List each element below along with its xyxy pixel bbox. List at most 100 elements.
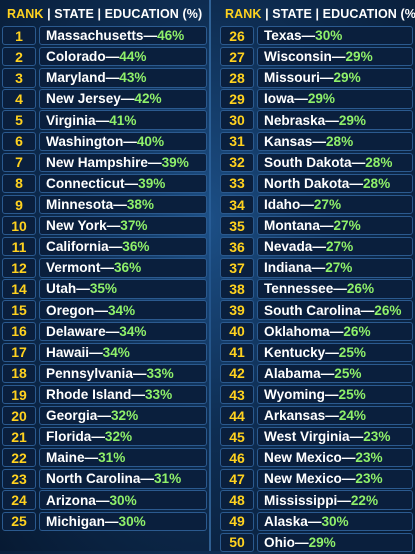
table-row: 6 Washington — 40% (2, 131, 207, 151)
state-name: New Mexico (264, 471, 342, 487)
rank-number: 19 (2, 384, 36, 405)
dash-separator: — (329, 323, 344, 339)
dash-separator: — (301, 28, 316, 44)
education-percent: 32% (104, 429, 133, 445)
column-header: RANK | STATE | EDUCATION (%) (2, 0, 207, 26)
column-header: RANK | STATE | EDUCATION (%) (220, 0, 415, 26)
education-percent: 42% (134, 91, 162, 107)
dash-separator: — (123, 133, 137, 149)
rank-number: 14 (2, 279, 36, 299)
table-row: 29 Iowa — 29% (220, 89, 413, 109)
dash-separator: — (95, 112, 110, 128)
state-bar: North Carolina — 31% (39, 469, 207, 489)
state-name: Vermont (46, 260, 101, 276)
dash-separator: — (360, 302, 375, 318)
rank-number: 3 (2, 68, 36, 88)
state-bar: Wyoming — 25% (257, 384, 413, 405)
state-name: Rhode Island (46, 387, 132, 402)
state-bar: New Jersey — 42% (39, 89, 207, 109)
rank-number: 31 (220, 131, 254, 151)
state-name: North Carolina (46, 471, 141, 487)
dash-separator: — (307, 513, 322, 529)
state-name: Connecticut (46, 175, 125, 191)
education-percent: 23% (363, 429, 391, 445)
education-percent: 30% (321, 513, 349, 529)
table-row: 25 Michigan — 30% (2, 511, 207, 531)
state-name: Hawaii (46, 344, 90, 360)
state-name: Idaho (264, 197, 301, 213)
dash-separator: — (351, 154, 366, 170)
table-row: 47 New Mexico — 23% (220, 469, 413, 489)
dash-separator: — (320, 365, 335, 381)
state-name: Utah (46, 281, 77, 297)
state-bar: Ohio — 29% (257, 532, 413, 552)
dash-separator: — (300, 197, 314, 213)
dash-separator: — (341, 471, 356, 487)
state-name: Arkansas (264, 408, 326, 424)
education-percent: 40% (136, 133, 165, 149)
state-bar: Hawaii — 34% (39, 342, 207, 362)
state-bar: Connecticut — 39% (39, 173, 207, 194)
dash-separator: — (312, 239, 326, 255)
dash-separator: — (108, 239, 123, 255)
state-bar: Maine — 31% (39, 448, 207, 468)
table-row: 24 Arizona — 30% (2, 490, 207, 510)
state-name: Nebraska (264, 112, 326, 128)
education-percent: 41% (109, 112, 137, 128)
right-column: RANK | STATE | EDUCATION (%) 26 Texas — 3… (220, 0, 415, 554)
rank-number: 4 (2, 89, 36, 109)
education-percent: 23% (355, 450, 383, 466)
education-percent: 24% (338, 408, 367, 424)
rank-number: 44 (220, 405, 254, 426)
table-row: 26 Texas — 30% (220, 26, 413, 46)
rank-number: 47 (220, 469, 254, 489)
state-name: Tennessee (264, 281, 334, 297)
education-percent: 26% (346, 281, 375, 297)
state-bar: Vermont — 36% (39, 258, 207, 278)
table-row: 12 Vermont — 36% (2, 258, 207, 278)
state-name: Oregon (46, 302, 95, 318)
table-row: 3 Maryland — 43% (2, 68, 207, 88)
dash-separator: — (324, 387, 339, 402)
rank-number: 2 (2, 47, 36, 67)
table-row: 43 Wyoming — 25% (220, 384, 413, 405)
education-percent: 31% (98, 450, 126, 466)
state-name: North Dakota (264, 175, 350, 191)
education-percent: 26% (343, 323, 371, 339)
rank-number: 28 (220, 68, 254, 88)
state-bar: Nevada — 27% (257, 237, 413, 257)
state-bar: Nebraska — 29% (257, 110, 413, 130)
table-row: 45 West Virginia — 23% (220, 427, 413, 447)
education-percent: 33% (146, 365, 174, 381)
education-percent: 34% (102, 344, 130, 360)
state-bar: New York — 37% (39, 215, 207, 236)
state-bar: Alaska — 30% (257, 511, 413, 531)
state-name: Massachusetts (46, 28, 144, 44)
state-bar: Iowa — 29% (257, 89, 413, 109)
table-row: 16 Delaware — 34% (2, 321, 207, 341)
education-percent: 37% (120, 218, 148, 234)
dash-separator: — (124, 175, 139, 191)
state-bar: Massachusetts — 46% (39, 26, 207, 46)
dash-separator: — (104, 513, 119, 529)
dash-separator: — (100, 260, 114, 276)
education-percent: 29% (333, 70, 361, 86)
header-state: STATE (272, 7, 312, 21)
state-bar: Arizona — 30% (39, 490, 207, 510)
table-row: 19 Rhode Island — 33% (2, 384, 207, 405)
education-percent: 27% (313, 197, 342, 213)
state-name: Colorado (46, 49, 106, 65)
rank-number: 46 (220, 448, 254, 468)
state-name: Alabama (264, 365, 321, 381)
state-name: Montana (264, 218, 320, 234)
state-bar: California — 36% (39, 237, 207, 257)
header-separator: | (311, 7, 323, 21)
state-name: Kentucky (264, 344, 326, 360)
rank-number: 22 (2, 448, 36, 468)
education-percent: 28% (362, 175, 391, 191)
table-row: 22 Maine — 31% (2, 448, 207, 468)
dash-separator: — (132, 365, 147, 381)
rank-number: 9 (2, 194, 36, 215)
state-name: Pennsylvania (46, 365, 133, 381)
table-row: 46 New Mexico — 23% (220, 448, 413, 468)
